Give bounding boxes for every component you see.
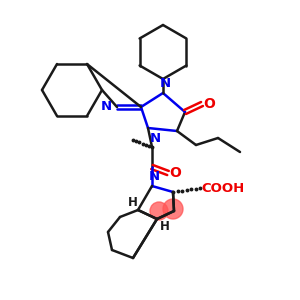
Text: H: H [128,196,138,208]
Text: COOH: COOH [201,182,244,194]
Circle shape [163,199,183,219]
Text: N: N [159,77,171,90]
Text: N: N [101,100,112,112]
Text: N: N [148,170,160,183]
Text: O: O [169,166,181,180]
Text: O: O [203,97,215,111]
Circle shape [150,202,168,220]
Text: N: N [150,132,161,145]
Text: H: H [160,220,170,233]
